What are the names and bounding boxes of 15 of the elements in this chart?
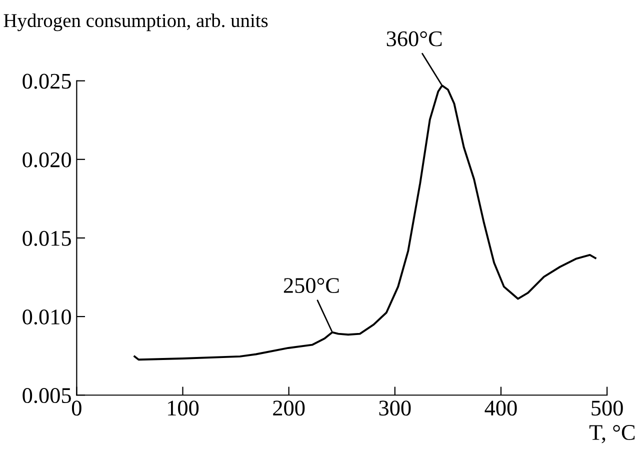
x-tick-label: 0 [72,400,82,416]
y-tick-label: 0.015 [22,230,71,246]
y-axis-title: Hydrogen consumption, arb. units [4,13,268,32]
x-tick-label: 500 [592,400,623,416]
annotation: 360°C [386,31,442,46]
y-tick-label: 0.020 [22,152,71,168]
y-tick-label: 0.010 [22,309,71,325]
y-tick-label: 0.025 [22,74,71,89]
x-tick-label: 100 [168,400,199,416]
x-tick-label: 200 [273,400,305,416]
annotation: 250°C [284,278,339,294]
y-tick-label: 0.005 [22,388,71,404]
x-tick-label: 300 [379,400,411,416]
x-tick-label: 400 [484,400,517,416]
x-axis-title: T, °C [589,425,635,444]
